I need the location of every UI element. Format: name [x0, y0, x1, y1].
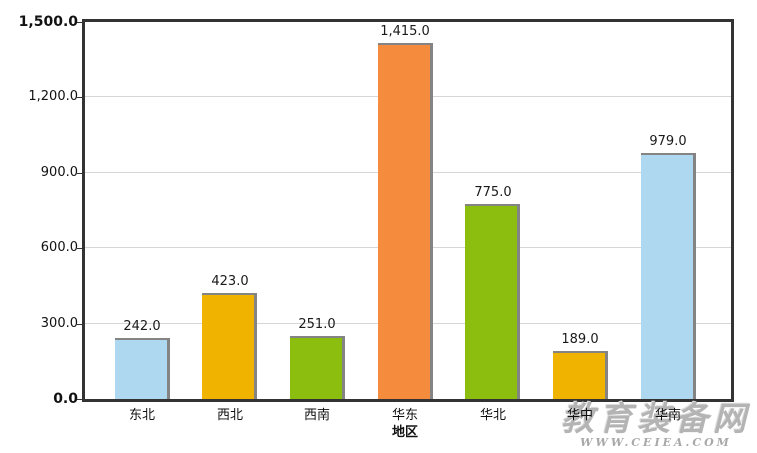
- bar-value-label: 775.0: [474, 185, 512, 200]
- bar-西北: [202, 293, 257, 399]
- x-tick-label-西北: 西北: [216, 408, 243, 423]
- y-tick-mark: [77, 22, 82, 23]
- bar-华东: [378, 43, 433, 399]
- bar-value-label: 242.0: [123, 319, 161, 334]
- bar-华南: [641, 153, 696, 399]
- y-tick-mark: [77, 173, 82, 174]
- x-tick-label-华东: 华东: [391, 408, 418, 423]
- bar-华中: [553, 351, 608, 399]
- y-tick-label: 0.0: [53, 391, 78, 407]
- x-axis-title: 地区: [391, 425, 418, 440]
- bar-value-label: 1,415.0: [380, 24, 430, 39]
- bar-value-label: 189.0: [561, 332, 599, 347]
- x-tick-label-东北: 东北: [128, 408, 155, 423]
- y-tick-mark: [77, 324, 82, 325]
- x-tick-label-华北: 华北: [479, 408, 506, 423]
- y-tick-mark: [77, 248, 82, 249]
- x-tick-label-华中: 华中: [566, 408, 593, 423]
- bar-东北: [115, 338, 170, 399]
- bar-华北: [465, 204, 520, 399]
- bar-value-label: 251.0: [298, 317, 336, 332]
- x-tick-label-华南: 华南: [654, 408, 681, 423]
- bar-value-label: 979.0: [649, 134, 687, 149]
- y-tick-mark: [77, 97, 82, 98]
- y-tick-label: 1,500.0: [18, 14, 78, 30]
- plot-area: [82, 19, 734, 402]
- y-tick-label: 300.0: [40, 316, 78, 331]
- y-tick-label: 1,200.0: [28, 89, 78, 104]
- bar-value-label: 423.0: [211, 274, 249, 289]
- y-tick-label: 600.0: [40, 240, 78, 255]
- y-tick-label: 900.0: [40, 165, 78, 180]
- x-tick-label-西南: 西南: [303, 408, 330, 423]
- y-tick-mark: [77, 399, 82, 400]
- bar-西南: [290, 336, 345, 399]
- watermark-url-text: WWW.CEIEA.COM: [580, 436, 732, 449]
